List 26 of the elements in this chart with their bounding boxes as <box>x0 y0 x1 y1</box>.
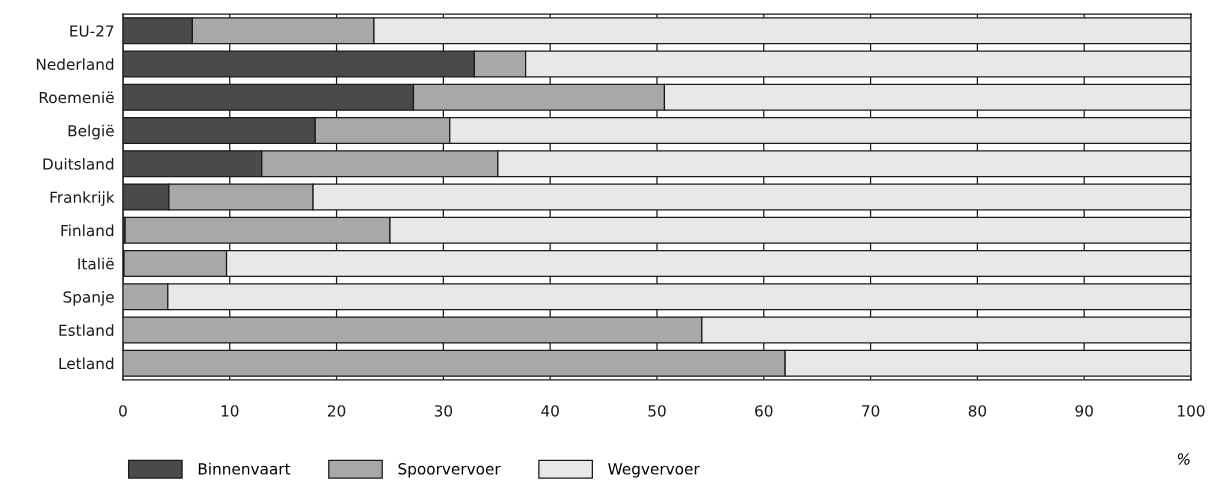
y-tick-label: Finland <box>61 224 114 237</box>
x-axis-title: % <box>1177 453 1190 465</box>
y-tick-label: Roemenië <box>39 91 114 104</box>
y-tick-label: Estland <box>59 324 114 337</box>
y-tick-label: EU-27 <box>70 25 114 37</box>
legend-label: Spoorvervoer <box>398 463 501 478</box>
legend-label: Wegvervoer <box>608 463 700 478</box>
x-tick-label: 30 <box>434 405 453 417</box>
x-tick-label: 80 <box>968 405 987 417</box>
y-tick-label: Frankrijk <box>50 191 115 206</box>
y-tick-label: Letland <box>59 357 114 370</box>
y-tick-label: Italië <box>78 257 114 270</box>
x-tick-label: 60 <box>755 405 773 417</box>
x-tick-label: 50 <box>648 405 666 417</box>
y-tick-label: Nederland <box>36 58 114 71</box>
x-tick-label: 10 <box>221 405 239 417</box>
legend-label: Binnenvaart <box>198 462 291 475</box>
x-tick-label: 90 <box>1075 405 1093 417</box>
y-tick-label: Duitsland <box>43 157 114 170</box>
y-tick-label: België <box>68 124 114 140</box>
x-tick-label: 70 <box>862 405 880 417</box>
x-tick-label: 100 <box>1178 405 1205 417</box>
x-tick-label: 40 <box>541 405 559 417</box>
x-tick-label: 20 <box>327 405 346 417</box>
x-tick-label: 0 <box>119 405 127 417</box>
y-tick-label: Spanje <box>63 290 114 306</box>
